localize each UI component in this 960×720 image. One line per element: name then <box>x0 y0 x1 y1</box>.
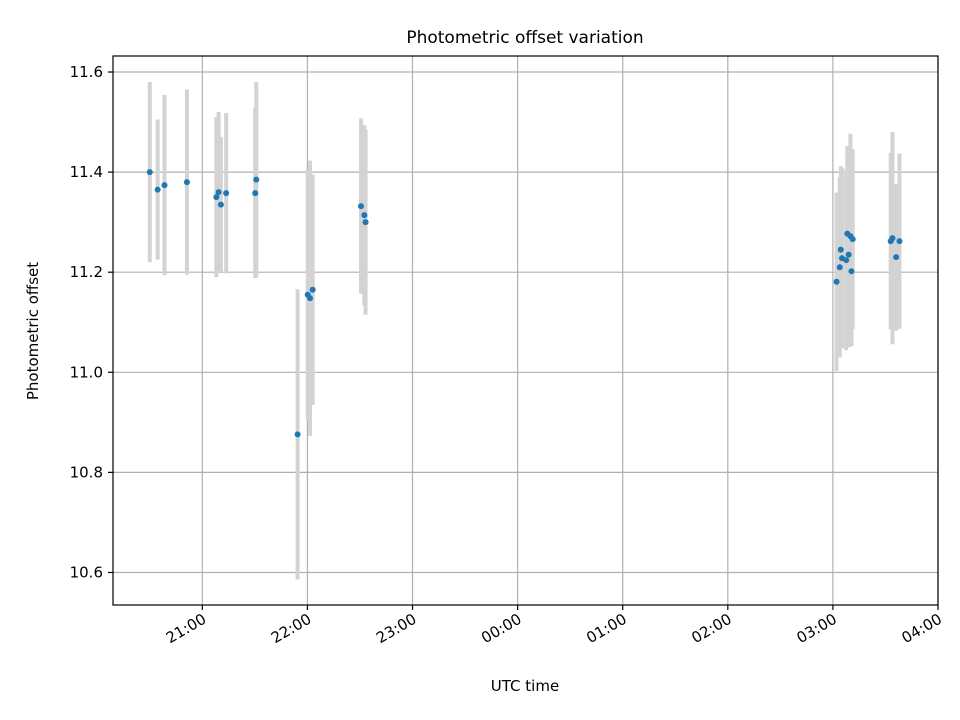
data-point <box>358 203 365 210</box>
data-point <box>213 194 220 201</box>
chart-title: Photometric offset variation <box>406 28 643 48</box>
data-point <box>183 179 190 186</box>
data-point <box>893 254 900 261</box>
y-tick-label: 11.0 <box>70 363 103 381</box>
data-point <box>217 201 224 208</box>
data-point <box>253 176 260 183</box>
data-point <box>837 246 844 253</box>
y-tick-label: 11.6 <box>70 63 103 81</box>
data-point <box>889 235 896 242</box>
data-point <box>845 251 852 258</box>
error-bars <box>147 82 902 580</box>
data-point <box>252 190 259 197</box>
x-tick-label: 23:00 <box>373 610 419 647</box>
x-axis-ticks: 21:00 22:00 23:00 00:00 01:00 02:00 03:00 04:00 <box>163 605 945 647</box>
data-point <box>215 189 222 196</box>
data-point <box>223 190 230 197</box>
y-tick-label: 10.6 <box>70 563 103 581</box>
x-tick-label: 01:00 <box>583 610 629 647</box>
data-point <box>309 286 316 293</box>
data-point <box>836 264 843 271</box>
data-points <box>146 169 903 438</box>
data-point <box>849 236 856 243</box>
y-tick-label: 10.8 <box>70 463 103 481</box>
x-axis-label: UTC time <box>491 677 559 695</box>
data-point <box>146 169 153 176</box>
y-axis-label: Photometric offset <box>24 262 42 400</box>
y-tick-label: 11.2 <box>70 263 103 281</box>
x-tick-label: 00:00 <box>478 610 524 647</box>
data-point <box>154 186 161 193</box>
y-axis-ticks: 10.6 10.8 11.0 11.2 11.4 11.6 <box>70 63 113 581</box>
axes-frame <box>112 55 939 606</box>
data-point <box>361 212 368 219</box>
data-point <box>307 295 314 302</box>
grid-lines <box>113 56 939 605</box>
data-point <box>161 182 168 189</box>
x-tick-label: 22:00 <box>268 610 314 647</box>
data-point <box>362 219 369 226</box>
data-point <box>896 238 903 245</box>
x-tick-label: 21:00 <box>163 610 209 647</box>
data-point <box>294 431 301 438</box>
data-point <box>848 268 855 275</box>
data-point <box>833 278 840 285</box>
x-tick-label: 02:00 <box>688 610 734 647</box>
data-point <box>843 257 850 264</box>
x-tick-label: 04:00 <box>899 610 945 647</box>
x-tick-label: 03:00 <box>793 610 839 647</box>
y-tick-label: 11.4 <box>70 163 103 181</box>
